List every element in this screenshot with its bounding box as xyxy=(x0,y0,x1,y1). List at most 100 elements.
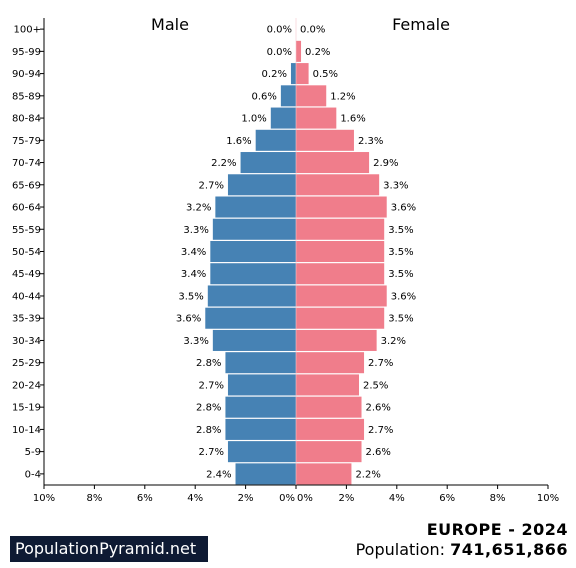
male-value-label: 3.4% xyxy=(181,269,206,280)
x-tick-label-left: 4% xyxy=(187,493,203,504)
male-bar-40-44 xyxy=(207,285,296,307)
female-bar-10-14 xyxy=(296,418,365,440)
female-value-label: 2.6% xyxy=(366,403,391,414)
male-bar-35-39 xyxy=(205,307,296,329)
male-bar-25-29 xyxy=(225,352,296,374)
labels-group: 2.4% 2.2% 2.7% 2.6% 2.8% 2.7% 2.8% 2.6% 2.7% 2.5%… xyxy=(176,25,416,481)
female-value-label: 2.5% xyxy=(363,380,388,391)
x-tick-label-left: 6% xyxy=(137,493,153,504)
male-bar-85-89 xyxy=(280,85,296,107)
age-group-label: 60-64 xyxy=(12,203,41,214)
male-value-label: 2.7% xyxy=(199,180,224,191)
female-value-label: 3.5% xyxy=(388,225,413,236)
male-value-label: 3.2% xyxy=(186,203,211,214)
female-value-label: 3.2% xyxy=(381,336,406,347)
male-value-label: 3.4% xyxy=(181,247,206,258)
male-bar-45-49 xyxy=(210,263,296,285)
female-bar-35-39 xyxy=(296,307,385,329)
female-value-label: 2.9% xyxy=(373,158,398,169)
male-value-label: 0.0% xyxy=(267,25,292,36)
female-bar-15-19 xyxy=(296,396,362,418)
age-group-label: 25-29 xyxy=(12,358,41,369)
x-tick-label-right: 10% xyxy=(537,493,559,504)
age-group-label: 10-14 xyxy=(12,425,41,436)
age-group-label: 95-99 xyxy=(12,47,41,58)
male-bar-55-59 xyxy=(212,218,296,240)
male-value-label: 2.7% xyxy=(199,380,224,391)
male-bar-50-54 xyxy=(210,240,296,263)
age-group-label: 35-39 xyxy=(12,314,41,325)
x-tick-label-right: 2% xyxy=(338,493,354,504)
population-label: Population: xyxy=(355,540,446,559)
female-value-label: 1.6% xyxy=(340,114,365,125)
female-bar-80-84 xyxy=(296,107,337,129)
x-tick-label-right: 0% xyxy=(297,493,313,504)
male-value-label: 0.6% xyxy=(251,91,276,102)
male-value-label: 3.6% xyxy=(176,314,201,325)
x-tick-label-right: 4% xyxy=(389,493,405,504)
female-bar-0-4 xyxy=(296,463,352,485)
male-bar-10-14 xyxy=(225,418,296,440)
age-group-label: 55-59 xyxy=(12,225,41,236)
female-bar-45-49 xyxy=(296,263,385,285)
age-group-label: 90-94 xyxy=(12,69,41,80)
age-group-label: 0-4 xyxy=(25,469,41,480)
female-value-label: 1.2% xyxy=(330,91,355,102)
female-bar-60-64 xyxy=(296,196,387,218)
male-value-label: 2.8% xyxy=(196,425,221,436)
female-bar-75-79 xyxy=(296,129,354,151)
male-value-label: 1.0% xyxy=(241,114,266,125)
male-bar-90-94 xyxy=(290,63,296,85)
age-group-label: 85-89 xyxy=(12,91,41,102)
population-pyramid-chart: 2.4% 2.2% 2.7% 2.6% 2.8% 2.7% 2.8% 2.6% 2.7% 2.5%… xyxy=(12,15,559,504)
brand-logo-text[interactable]: PopulationPyramid.net xyxy=(10,536,208,562)
female-value-label: 2.2% xyxy=(355,469,380,480)
male-value-label: 3.3% xyxy=(183,225,208,236)
age-group-label: 80-84 xyxy=(12,114,41,125)
x-tick-label-left: 0% xyxy=(279,493,295,504)
male-value-label: 2.8% xyxy=(196,358,221,369)
age-group-label: 40-44 xyxy=(12,291,41,302)
male-value-label: 0.2% xyxy=(262,69,287,80)
female-label: Female xyxy=(392,15,450,34)
female-value-label: 0.0% xyxy=(300,25,325,36)
population-readout: Population: 741,651,866 xyxy=(356,540,568,559)
female-value-label: 2.6% xyxy=(366,447,391,458)
male-label: Male xyxy=(151,15,189,34)
male-bar-30-34 xyxy=(212,329,296,351)
female-bar-50-54 xyxy=(296,240,385,263)
region-title: EUROPE - 2024 xyxy=(426,520,568,539)
x-tick-label-right: 8% xyxy=(490,493,506,504)
female-bar-40-44 xyxy=(296,285,387,307)
female-bar-95-99 xyxy=(296,40,302,62)
female-value-label: 3.3% xyxy=(383,180,408,191)
female-bar-30-34 xyxy=(296,329,377,351)
male-value-label: 3.3% xyxy=(183,336,208,347)
male-bar-65-69 xyxy=(227,174,296,196)
female-bar-90-94 xyxy=(296,63,309,85)
male-value-label: 2.7% xyxy=(199,447,224,458)
x-tick-label-left: 2% xyxy=(238,493,254,504)
female-bar-65-69 xyxy=(296,174,380,196)
male-bar-80-84 xyxy=(270,107,296,129)
age-group-label: 50-54 xyxy=(12,247,41,258)
age-group-label: 45-49 xyxy=(12,269,41,280)
male-value-label: 2.2% xyxy=(211,158,236,169)
age-group-label: 20-24 xyxy=(12,380,41,391)
age-group-label: 70-74 xyxy=(12,158,41,169)
male-bar-15-19 xyxy=(225,396,296,418)
age-group-label: 5-9 xyxy=(25,447,41,458)
x-tick-label-right: 6% xyxy=(439,493,455,504)
age-group-label: 65-69 xyxy=(12,180,41,191)
x-tick-label-left: 10% xyxy=(33,493,55,504)
male-bar-75-79 xyxy=(255,129,296,151)
male-bar-5-9 xyxy=(227,441,296,463)
female-bar-85-89 xyxy=(296,85,327,107)
male-value-label: 1.6% xyxy=(226,136,251,147)
age-group-label: 15-19 xyxy=(12,403,41,414)
female-value-label: 0.2% xyxy=(305,47,330,58)
female-value-label: 3.5% xyxy=(388,247,413,258)
male-value-label: 2.4% xyxy=(206,469,231,480)
population-value: 741,651,866 xyxy=(450,540,568,559)
male-value-label: 0.0% xyxy=(267,47,292,58)
